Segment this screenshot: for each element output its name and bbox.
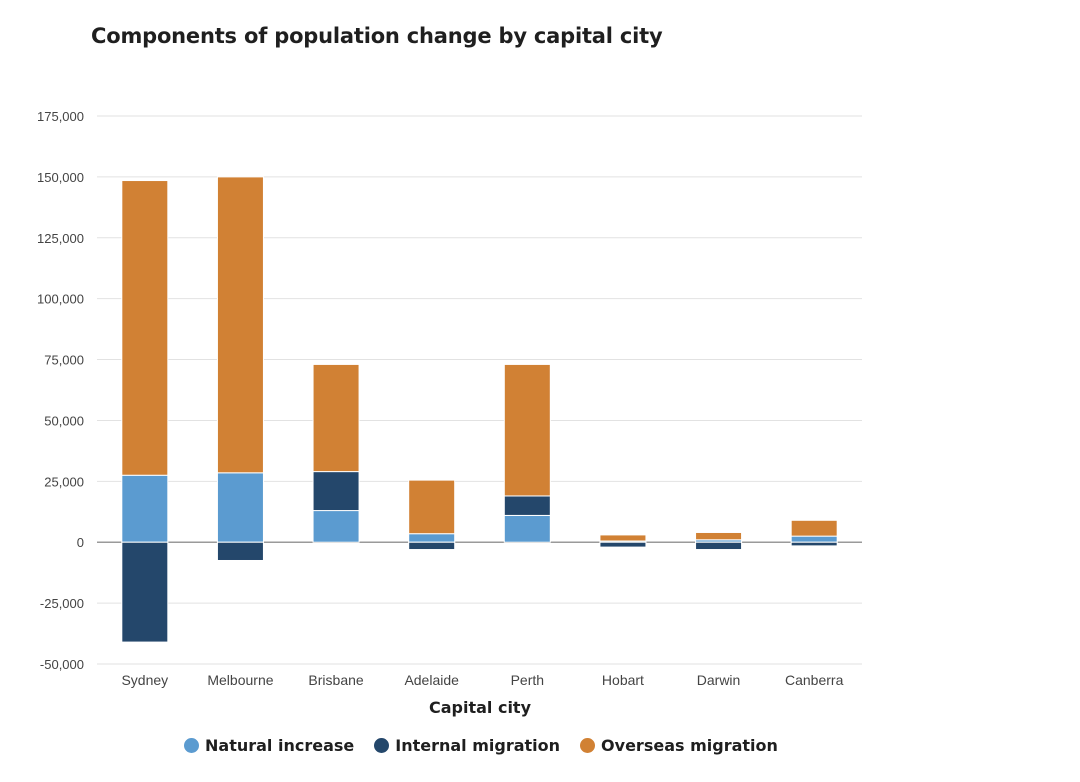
y-tick-label: 175,000 <box>37 109 84 124</box>
legend-label: Internal migration <box>395 736 561 755</box>
y-tick-label: 50,000 <box>44 413 84 428</box>
y-tick-label: 25,000 <box>44 474 84 489</box>
bar-hobart-internal-migration <box>599 541 647 548</box>
x-axis-ticks: Sydney Melbourne Brisbane Adelaide Perth Hoba… <box>121 672 843 688</box>
x-tick-label: Brisbane <box>308 672 363 688</box>
bar-brisbane-internal-migration <box>312 471 360 512</box>
bar-hobart-overseas-migration <box>599 534 647 542</box>
bar-melbourne-overseas-migration <box>216 176 264 474</box>
grid-lines <box>97 115 862 665</box>
x-axis-label: Capital city <box>429 698 532 717</box>
bar-brisbane-natural-increase <box>312 510 360 543</box>
bar-adelaide-natural-increase <box>408 533 456 543</box>
bar-melbourne-natural-increase <box>216 472 264 543</box>
x-tick-label: Hobart <box>602 672 644 688</box>
legend-swatch <box>580 738 596 753</box>
bar-canberra-internal-migration <box>790 541 838 547</box>
bar-darwin-overseas-migration <box>695 531 743 541</box>
legend-item: Overseas migration <box>580 736 778 755</box>
bar-sydney-internal-migration <box>121 541 169 643</box>
bar-canberra-overseas-migration <box>790 519 838 537</box>
x-tick-label: Adelaide <box>404 672 459 688</box>
bar-perth-overseas-migration <box>503 363 551 497</box>
x-tick-label: Sydney <box>121 672 168 688</box>
legend-item: Internal migration <box>374 736 560 755</box>
chart-title: Components of population change by capit… <box>91 24 663 48</box>
bar-melbourne-internal-migration <box>216 541 264 561</box>
bar-adelaide-internal-migration <box>408 541 456 551</box>
bar-canberra-natural-increase <box>790 535 838 543</box>
legend-item: Natural increase <box>184 736 354 755</box>
x-tick-label: Canberra <box>785 672 844 688</box>
bar-brisbane-overseas-migration <box>312 363 360 473</box>
bar-darwin-internal-migration <box>695 541 743 551</box>
legend-label: Natural increase <box>205 736 355 755</box>
legend: Natural increase Internal migration Overse… <box>184 736 798 755</box>
bar-sydney-overseas-migration <box>121 180 169 476</box>
y-tick-label: 100,000 <box>37 292 84 307</box>
y-tick-label: -50,000 <box>40 657 84 672</box>
legend-label: Overseas migration <box>601 736 778 755</box>
bar-perth-internal-migration <box>503 495 551 516</box>
legend-swatch <box>184 738 199 753</box>
y-tick-label: 75,000 <box>44 353 84 368</box>
x-tick-label: Melbourne <box>207 672 273 688</box>
bar-sydney-natural-increase <box>121 474 169 543</box>
y-tick-label: -25,000 <box>40 596 84 611</box>
y-axis-ticks: 175,000 150,000 125,000 100,000 75,000 50,000… <box>37 109 84 672</box>
x-tick-label: Darwin <box>697 672 741 688</box>
legend-swatch <box>374 738 390 753</box>
y-tick-label: 150,000 <box>37 170 84 185</box>
bars <box>121 176 838 643</box>
x-tick-label: Perth <box>511 672 544 688</box>
bar-perth-natural-increase <box>503 514 551 543</box>
y-tick-label: 0 <box>77 535 84 550</box>
bar-adelaide-overseas-migration <box>408 479 456 535</box>
y-tick-label: 125,000 <box>37 231 84 246</box>
